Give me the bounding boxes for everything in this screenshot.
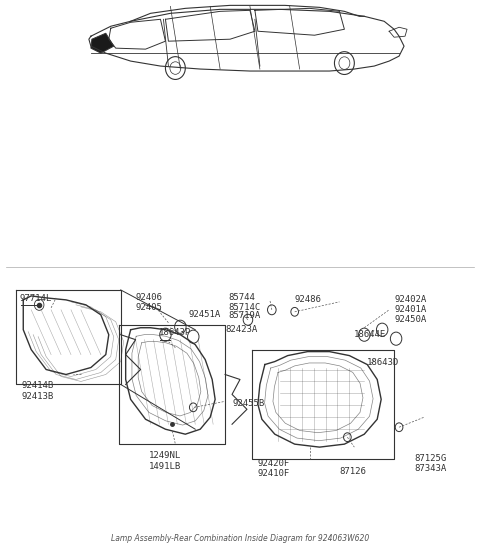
Text: 92414B
92413B: 92414B 92413B [21, 382, 54, 401]
Text: 85744
85714C: 85744 85714C [228, 293, 260, 312]
Text: 87126: 87126 [339, 467, 366, 476]
Text: 97714L: 97714L [19, 294, 51, 303]
Text: 87125G
87343A: 87125G 87343A [414, 454, 446, 474]
Text: 85719A: 85719A [228, 311, 260, 320]
Text: 92455B: 92455B [232, 399, 264, 408]
Text: 92406
92405: 92406 92405 [136, 293, 163, 312]
Text: 92402A
92401A: 92402A 92401A [394, 295, 426, 314]
Polygon shape [91, 33, 114, 53]
Text: 92486: 92486 [295, 295, 322, 304]
Text: 1249NL
1491LB: 1249NL 1491LB [148, 451, 181, 470]
Text: 18643D: 18643D [367, 358, 399, 367]
Text: 18643P: 18643P [158, 328, 191, 337]
Text: 92420F
92410F: 92420F 92410F [258, 459, 290, 478]
Text: 18644E: 18644E [354, 329, 386, 339]
Text: 92451A: 92451A [188, 310, 220, 319]
Text: Lamp Assembly-Rear Combination Inside Diagram for 924063W620: Lamp Assembly-Rear Combination Inside Di… [111, 534, 369, 543]
Text: 92450A: 92450A [394, 315, 426, 324]
Text: 82423A: 82423A [225, 324, 257, 334]
